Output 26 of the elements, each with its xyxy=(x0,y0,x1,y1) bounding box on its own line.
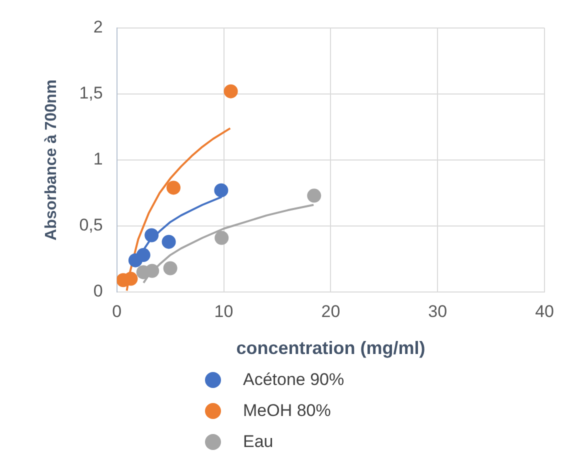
x-tick-label: 10 xyxy=(214,302,234,321)
point xyxy=(163,261,178,276)
y-tick-label: 0,5 xyxy=(79,216,103,235)
x-tick-label: 0 xyxy=(112,302,122,321)
x-axis-title: concentration (mg/ml) xyxy=(236,338,426,358)
point xyxy=(145,264,160,278)
x-tick-label: 30 xyxy=(428,302,448,321)
point xyxy=(307,188,322,203)
point xyxy=(124,272,138,286)
point xyxy=(224,84,238,98)
y-tick-label: 0 xyxy=(93,282,103,301)
point xyxy=(162,234,176,249)
y-axis-title: Absorbance à 700nm xyxy=(43,80,60,240)
x-tick-label: 20 xyxy=(321,302,340,321)
point xyxy=(214,230,229,245)
y-tick-label: 1 xyxy=(93,150,103,169)
x-tick-label: 40 xyxy=(535,302,554,321)
point xyxy=(144,228,159,242)
point xyxy=(166,180,181,195)
y-tick-label: 1,5 xyxy=(79,84,103,103)
legend-label: MeOH 80% xyxy=(243,400,331,420)
y-tick-label: 2 xyxy=(93,18,103,37)
point xyxy=(136,248,150,262)
legend-label: Acétone 90% xyxy=(243,370,344,390)
legend-label: Eau xyxy=(243,432,274,452)
point xyxy=(214,183,228,198)
